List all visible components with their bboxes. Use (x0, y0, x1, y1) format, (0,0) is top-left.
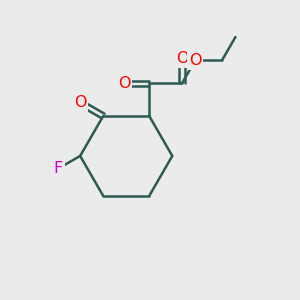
Text: O: O (74, 95, 86, 110)
Text: O: O (176, 51, 188, 66)
Text: O: O (118, 76, 130, 91)
Text: O: O (189, 53, 202, 68)
Text: F: F (54, 161, 63, 176)
